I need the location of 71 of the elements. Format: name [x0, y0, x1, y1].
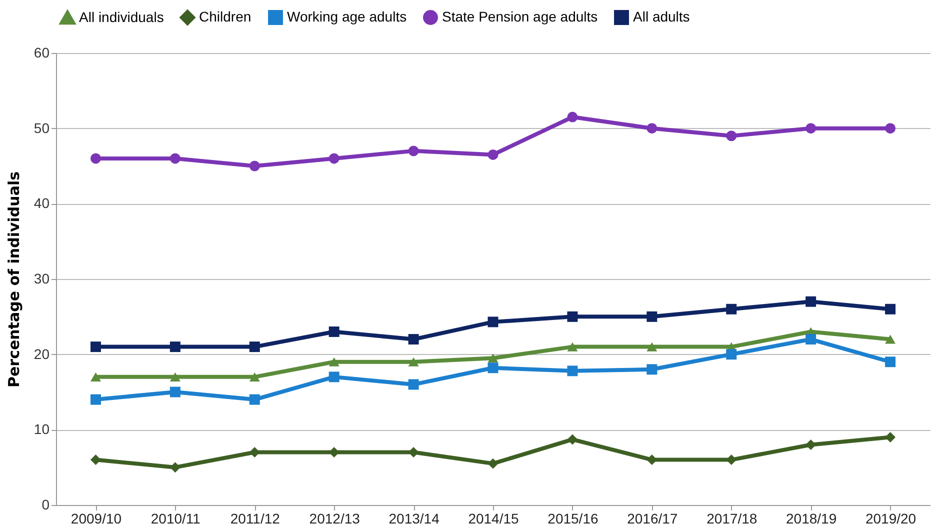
point — [806, 296, 816, 307]
point — [646, 364, 658, 375]
point — [170, 372, 180, 382]
y-tick-label: 60 — [34, 44, 50, 60]
point — [488, 362, 498, 374]
point — [170, 386, 180, 398]
y-tick-label: 0 — [42, 496, 50, 512]
point — [885, 304, 896, 314]
point — [328, 153, 340, 164]
point — [646, 311, 658, 322]
x-tick-label: 2009/10 — [70, 510, 122, 526]
point — [567, 342, 578, 352]
point — [488, 458, 498, 469]
point — [90, 372, 101, 382]
legend-label: Children — [199, 8, 252, 25]
x-tick-label: 2018/19 — [786, 510, 837, 526]
point — [646, 342, 658, 352]
point — [726, 304, 737, 314]
point — [408, 146, 419, 156]
x-tick-label: 2010/11 — [150, 510, 201, 526]
point — [90, 394, 101, 405]
point — [90, 342, 101, 352]
point — [726, 130, 737, 142]
y-axis-title: Percentage of individuals — [4, 171, 23, 388]
point — [567, 366, 578, 376]
point — [249, 160, 260, 172]
legend-label: State Pension age adults — [442, 8, 598, 25]
point — [90, 153, 101, 164]
x-tick-label: 2013/14 — [388, 510, 440, 526]
point — [885, 334, 896, 344]
point — [726, 349, 737, 360]
point — [170, 342, 180, 352]
point — [328, 372, 340, 382]
point — [328, 326, 340, 337]
y-tick-label: 20 — [34, 346, 50, 362]
y-tick-label: 30 — [34, 270, 50, 286]
point — [249, 372, 260, 382]
legend-label: All adults — [633, 8, 690, 25]
point — [885, 123, 896, 134]
point — [567, 112, 578, 122]
point — [170, 153, 180, 164]
y-tick-label: 50 — [34, 120, 50, 136]
point — [90, 454, 101, 466]
point — [249, 394, 260, 405]
x-tick-label: 2011/12 — [230, 510, 280, 526]
x-tick-label: 2015/16 — [548, 510, 598, 526]
point — [885, 356, 896, 368]
point — [806, 123, 816, 134]
x-tick-label: 2012/13 — [309, 510, 360, 526]
x-tick-label: 2014/15 — [468, 510, 520, 526]
y-tick-label: 10 — [34, 421, 50, 438]
x-tick-label: 2017/18 — [706, 510, 758, 526]
point — [488, 149, 498, 160]
point — [567, 311, 578, 322]
point — [328, 357, 340, 366]
point — [408, 379, 419, 390]
point — [488, 354, 498, 363]
x-tick-label: 2016/17 — [627, 510, 678, 526]
point — [488, 316, 498, 328]
legend-label: Working age adults — [287, 8, 407, 25]
point — [567, 434, 578, 445]
point — [806, 334, 816, 345]
point — [249, 342, 260, 352]
y-tick-label: 40 — [34, 195, 50, 212]
point — [408, 357, 419, 366]
point — [646, 123, 658, 134]
legend-label: All individuals — [79, 8, 164, 25]
point — [806, 439, 816, 450]
point — [408, 334, 419, 345]
point — [885, 432, 896, 442]
x-tick-label: 2019/20 — [865, 510, 916, 526]
